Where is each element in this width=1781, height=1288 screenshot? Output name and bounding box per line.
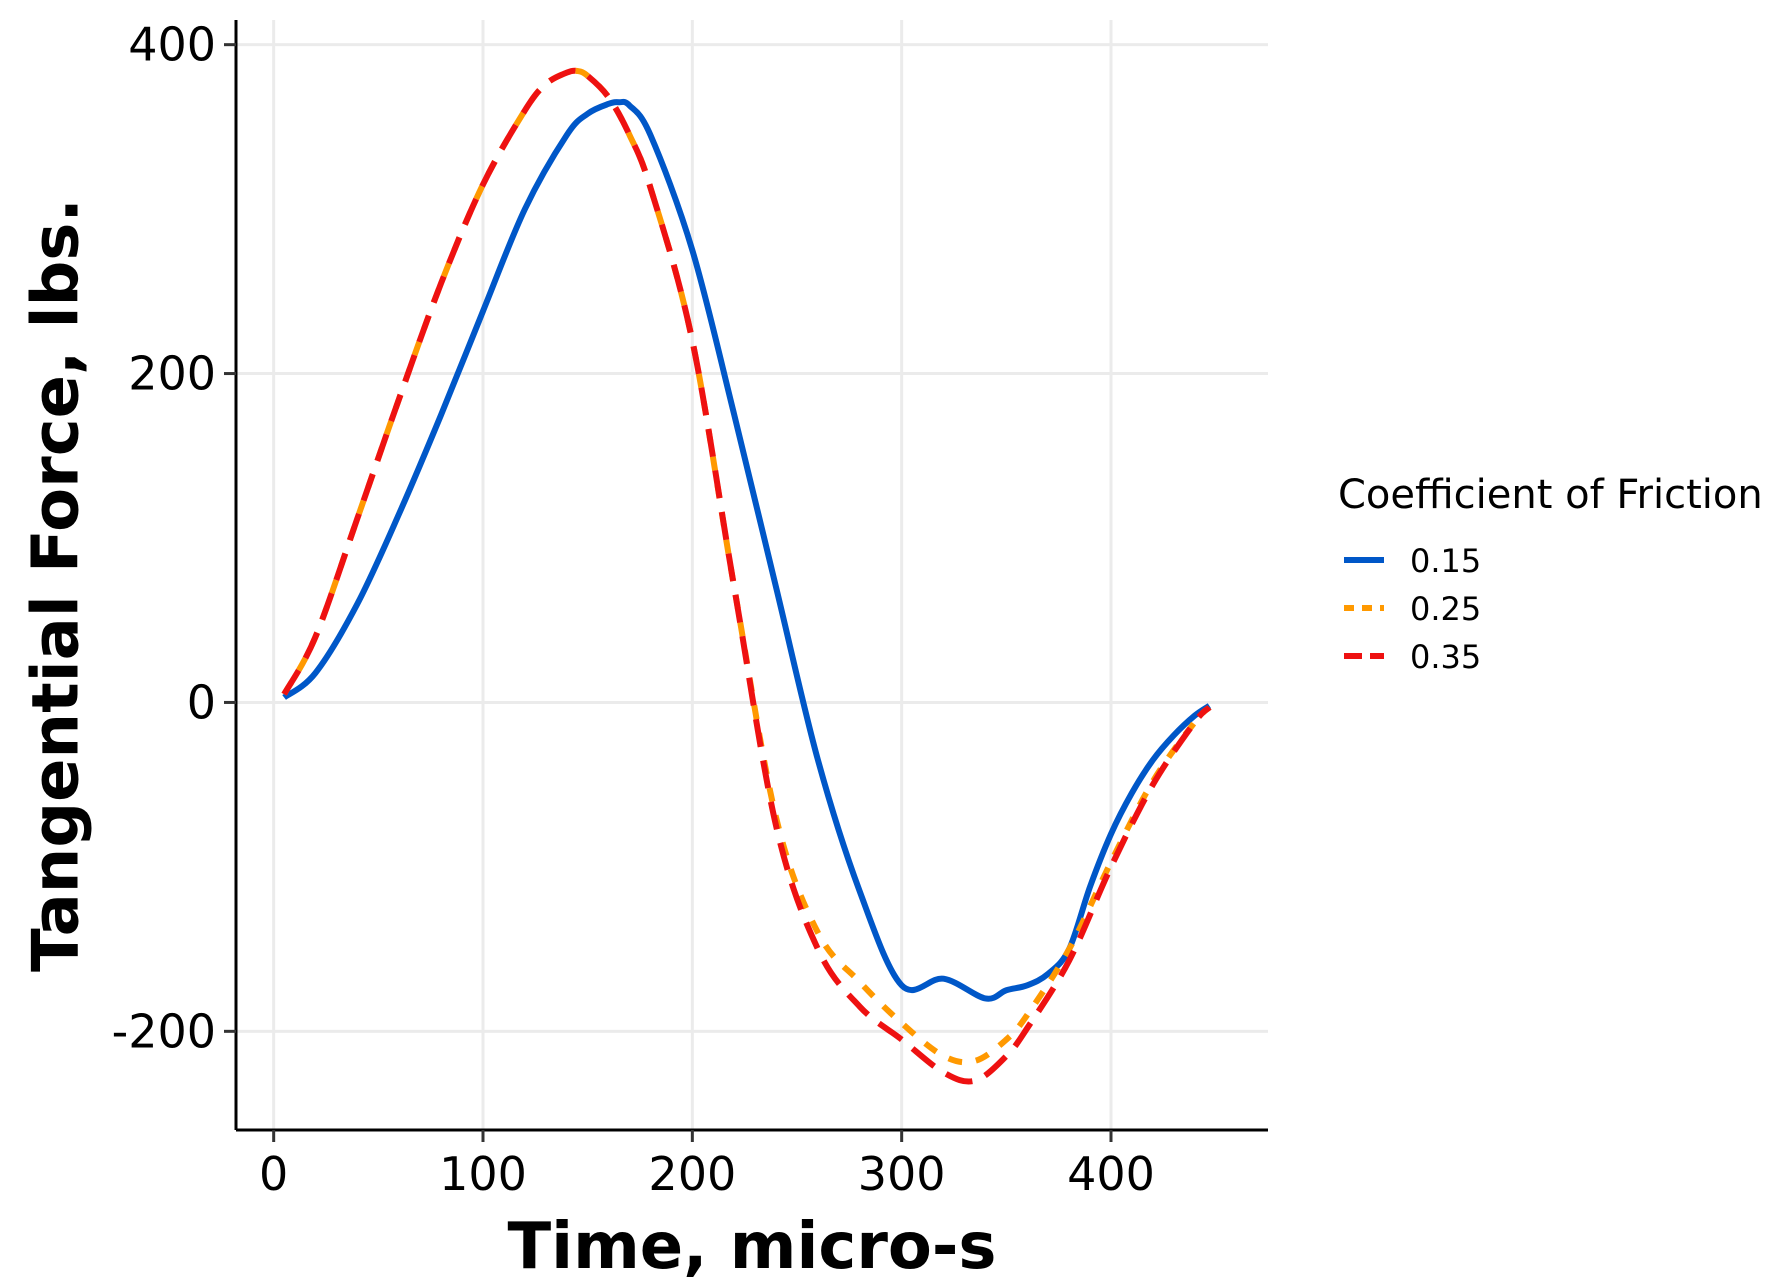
x-tick-label: 0	[259, 1147, 288, 1201]
y-tick-label: 200	[128, 347, 216, 401]
x-tick-label: 200	[648, 1147, 736, 1201]
x-tick-label: 300	[858, 1147, 946, 1201]
series-line-0-35	[281, 67, 1212, 1085]
grid-lines	[236, 20, 1268, 1130]
x-tick-label: 100	[439, 1147, 527, 1201]
legend-items: 0.15 0.25 0.35	[1344, 542, 1481, 676]
ticks: 0 100 200 300 400 -200 0 200 400	[112, 18, 1155, 1201]
legend-label: 0.15	[1410, 542, 1481, 580]
y-tick-label: -200	[112, 1004, 216, 1058]
y-tick-label: 0	[187, 675, 216, 729]
legend-label: 0.35	[1410, 638, 1481, 676]
legend: Coefficient of Friction 0.15 0.25 0.35	[1338, 472, 1763, 676]
x-tick-label: 400	[1067, 1147, 1155, 1201]
series-line-0-15	[282, 98, 1212, 1002]
series-lines	[281, 67, 1212, 1085]
series-line-0-25	[281, 67, 1212, 1066]
y-axis-title: Tangential Force, lbs.	[20, 198, 94, 972]
legend-title: Coefficient of Friction	[1338, 472, 1763, 518]
legend-label: 0.25	[1410, 590, 1481, 628]
x-axis-title: Time, micro-s	[507, 1210, 996, 1284]
y-tick-label: 400	[128, 18, 216, 72]
axes	[234, 20, 1268, 1132]
